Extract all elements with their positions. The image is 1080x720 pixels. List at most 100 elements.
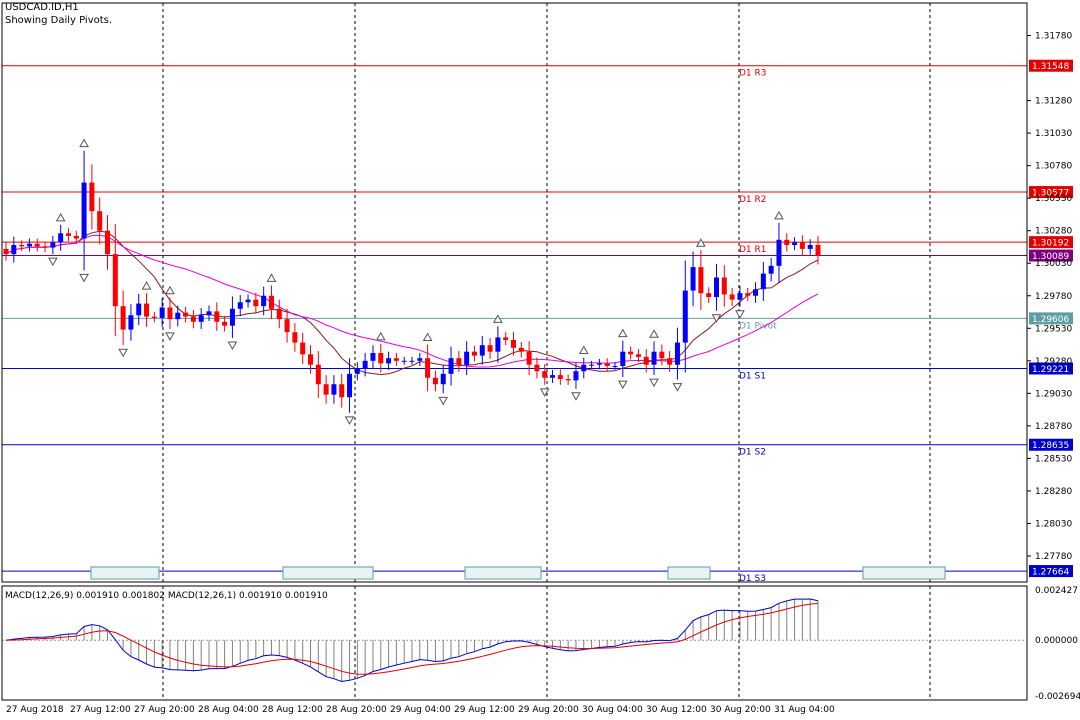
x-tick-label: 30 Aug 12:00 [646, 705, 707, 715]
candle-body [245, 299, 251, 303]
fractal-up-arrow [578, 345, 589, 355]
pivot-name: D1 S1 [739, 371, 766, 381]
candle-body [557, 375, 563, 380]
y-tick-label: 1.29530 [1035, 324, 1072, 334]
candle-body [128, 315, 134, 330]
x-tick-label: 28 Aug 04:00 [198, 705, 259, 715]
pivot-price-label: 1.30192 [1032, 239, 1069, 249]
x-tick-label: 29 Aug 12:00 [454, 705, 515, 715]
pivot-name: D1 Pivot [739, 321, 777, 331]
candle-body [167, 307, 173, 320]
fractal-arrows [47, 138, 784, 425]
candle-body [222, 321, 228, 326]
fractal-down-arrow [79, 273, 89, 283]
candle-body [229, 308, 235, 326]
candles [3, 150, 821, 413]
candle-body [464, 351, 470, 365]
candle-body [674, 342, 680, 365]
candle-body [19, 245, 25, 247]
pivot-lines: D1 R3 1.31548 D1 R2 1.30577 D1 R1 1.30192 D1 P… [2, 59, 1073, 584]
x-tick-label: 27 Aug 12:00 [70, 705, 131, 715]
current-price-label: 1.30089 [1032, 252, 1069, 262]
fractal-up-arrow [375, 331, 386, 341]
candle-body [417, 358, 423, 361]
y-tick-label: 1.28030 [1035, 519, 1072, 529]
x-tick-label: 27 Aug 20:00 [134, 705, 195, 715]
pivot-price-tag-0 [1029, 59, 1073, 72]
candle-body [50, 242, 56, 248]
x-tick-label: 28 Aug 12:00 [262, 705, 323, 715]
candle-body [792, 242, 798, 246]
candle-body [42, 246, 48, 248]
candle-body [487, 345, 493, 352]
fractal-up-arrow [55, 212, 66, 222]
candle-body [518, 347, 524, 352]
candle-body [315, 364, 321, 385]
candle-body [729, 294, 735, 300]
candle-body [690, 267, 696, 291]
session-labels [90, 566, 946, 580]
candle-body [97, 211, 103, 231]
candle-body [276, 308, 282, 320]
pivot-price-label: 1.27664 [1032, 568, 1069, 578]
fractal-up-arrow [141, 281, 152, 290]
fractal-down-arrow [438, 396, 449, 406]
fractal-down-arrow [735, 310, 745, 319]
fractal-down-arrow [227, 341, 238, 351]
fractal-up-arrow [493, 314, 503, 323]
candle-body [534, 364, 540, 372]
candle-body [378, 353, 384, 364]
candle-body [300, 342, 306, 355]
fractal-up-arrow [165, 285, 175, 295]
fractal-up-arrow [79, 138, 89, 148]
candle-body [26, 243, 32, 247]
candle-body [401, 360, 407, 362]
candle-body [503, 337, 509, 340]
pivot-price-tag-5 [1029, 438, 1073, 451]
session-box-2 [464, 566, 542, 580]
candle-body [495, 337, 501, 352]
candle-body [456, 358, 462, 365]
candle-body [643, 356, 649, 365]
candle-body [760, 273, 766, 290]
candle-body [604, 363, 610, 367]
main-frame [1, 2, 1028, 583]
pivot-price-tag-6 [1029, 565, 1073, 578]
candle-body [347, 373, 353, 398]
candle-body [58, 233, 64, 243]
candle-body [526, 351, 532, 365]
x-tick-label: 30 Aug 20:00 [710, 705, 771, 715]
candle-body [354, 368, 360, 374]
candle-body [268, 295, 274, 309]
y-tick-label: 1.29030 [1035, 389, 1072, 399]
candle-body [136, 303, 142, 316]
candle-body [261, 295, 267, 307]
candle-body [65, 233, 71, 236]
candle-body [214, 311, 220, 322]
candle-body [159, 307, 165, 318]
y-tick-label: 1.27780 [1035, 552, 1072, 562]
candle-body [721, 277, 727, 295]
candle-body [425, 358, 431, 378]
fractal-down-arrow [118, 348, 128, 358]
candle-body [362, 360, 368, 369]
candle-body [308, 354, 313, 365]
candle-body [120, 306, 126, 330]
candle-body [151, 316, 157, 318]
candle-body [737, 293, 743, 300]
candle-body [807, 245, 813, 249]
candle-body [565, 379, 571, 381]
candle-body [667, 358, 673, 365]
fractal-down-arrow [649, 378, 659, 388]
candle-body [440, 373, 446, 385]
fractal-down-arrow [571, 392, 581, 401]
candle-body [190, 316, 196, 322]
candle-body [581, 364, 587, 372]
candle-body [511, 339, 516, 348]
y-tick-label: 1.29780 [1035, 292, 1072, 302]
candle-body [628, 351, 634, 355]
candle-body [432, 377, 438, 385]
candle-body [386, 358, 392, 364]
y-tick-label: 1.28780 [1035, 422, 1072, 432]
